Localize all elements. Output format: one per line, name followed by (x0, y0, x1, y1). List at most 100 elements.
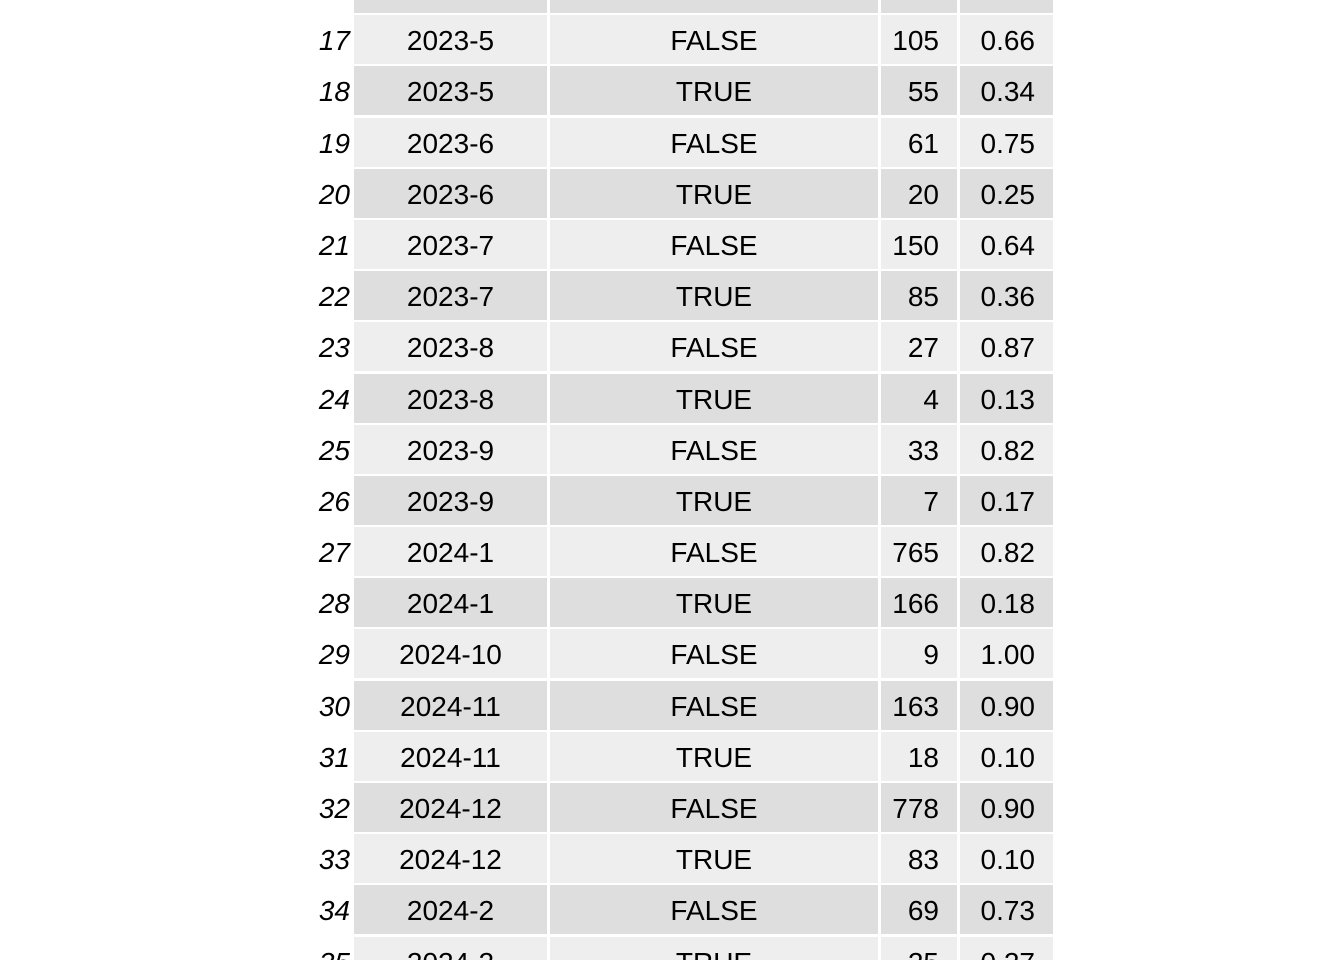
proportion-cell: 0.10 (960, 834, 1053, 884)
count-cell: 778 (881, 783, 957, 832)
flag-cell: FALSE (550, 783, 878, 832)
count-cell: 27 (881, 322, 957, 372)
period-cell: 2023-9 (354, 475, 547, 525)
row-index: 16 (300, 0, 350, 15)
period-cell: 2024-12 (354, 834, 547, 884)
row-index: 20 (318, 178, 350, 210)
proportion-cell: 0.66 (960, 15, 1053, 65)
count-cell: 69 (881, 885, 957, 935)
count-cell: 85 (881, 271, 957, 321)
flag-cell: TRUE (550, 66, 878, 116)
proportion-cell: 0.82 (960, 424, 1053, 474)
count-cell: 61 (881, 117, 957, 167)
period-cell: 2024-11 (354, 680, 547, 730)
count-cell: 150 (881, 219, 957, 269)
proportion-cell: 0.27 (960, 936, 1053, 960)
row-index: 34 (318, 895, 350, 927)
period-cell: 2023-8 (354, 322, 547, 372)
period-cell: 2024-2 (354, 936, 547, 960)
row-index: 25 (318, 434, 350, 466)
period-cell: 2023-5 (354, 66, 547, 116)
flag-cell: TRUE (550, 731, 878, 781)
flag-cell: FALSE (550, 424, 878, 474)
count-cell: 25 (881, 936, 957, 960)
row-index: 29 (318, 639, 350, 671)
period-cell: 2024-10 (354, 629, 547, 679)
flag-cell: FALSE (550, 219, 878, 269)
count-cell: 7 (881, 475, 957, 525)
proportion-cell: 0.87 (960, 322, 1053, 372)
flag-cell: TRUE (550, 936, 878, 960)
row-index: 22 (318, 281, 350, 313)
proportion-cell: 0.18 (960, 578, 1053, 628)
proportion-cell: 0.25 (960, 0, 1053, 13)
proportion-cell: 0.64 (960, 219, 1053, 269)
row-index: 32 (318, 793, 350, 824)
row-index: 19 (318, 127, 350, 159)
period-cell: 2023-4 (354, 0, 547, 13)
count-cell: 35 (881, 0, 957, 13)
period-cell: 2023-6 (354, 168, 547, 218)
proportion-cell: 0.82 (960, 527, 1053, 577)
proportion-cell: 0.25 (960, 168, 1053, 218)
count-cell: 9 (881, 629, 957, 679)
row-index: 26 (318, 485, 350, 517)
row-index: 28 (318, 588, 350, 620)
period-cell: 2024-1 (354, 527, 547, 577)
row-index: 33 (318, 844, 350, 876)
count-cell: 20 (881, 168, 957, 218)
count-cell: 33 (881, 424, 957, 474)
period-cell: 2024-12 (354, 783, 547, 832)
flag-cell: TRUE (550, 373, 878, 423)
proportion-cell: 0.73 (960, 885, 1053, 935)
proportion-cell: 0.90 (960, 680, 1053, 730)
row-index: 18 (318, 76, 350, 108)
period-cell: 2023-8 (354, 373, 547, 423)
flag-cell: TRUE (550, 168, 878, 218)
count-cell: 4 (881, 373, 957, 423)
flag-cell: FALSE (550, 15, 878, 65)
period-cell: 2023-5 (354, 15, 547, 65)
row-index: 27 (318, 537, 350, 569)
flag-cell: TRUE (550, 578, 878, 628)
count-cell: 18 (881, 731, 957, 781)
proportion-cell: 0.13 (960, 373, 1053, 423)
flag-cell: FALSE (550, 680, 878, 730)
row-index: 23 (318, 332, 350, 364)
count-cell: 765 (881, 527, 957, 577)
count-cell: 55 (881, 66, 957, 116)
proportion-cell: 0.90 (960, 783, 1053, 832)
period-cell: 2023-6 (354, 117, 547, 167)
flag-cell: FALSE (550, 885, 878, 935)
count-cell: 163 (881, 680, 957, 730)
count-cell: 166 (881, 578, 957, 628)
flag-cell: TRUE (550, 0, 878, 13)
flag-cell: TRUE (550, 271, 878, 321)
flag-cell: TRUE (550, 834, 878, 884)
row-index: 35 (300, 937, 350, 960)
proportion-cell: 0.17 (960, 475, 1053, 525)
flag-cell: FALSE (550, 322, 878, 372)
period-cell: 2023-9 (354, 424, 547, 474)
proportion-cell: 0.36 (960, 271, 1053, 321)
flag-cell: TRUE (550, 475, 878, 525)
period-cell: 2024-1 (354, 578, 547, 628)
row-index: 17 (318, 25, 350, 57)
proportion-cell: 0.34 (960, 66, 1053, 116)
count-cell: 83 (881, 834, 957, 884)
period-cell: 2023-7 (354, 219, 547, 269)
proportion-cell: 0.10 (960, 731, 1053, 781)
period-cell: 2024-11 (354, 731, 547, 781)
proportion-cell: 0.75 (960, 117, 1053, 167)
flag-cell: FALSE (550, 629, 878, 679)
row-index: 30 (318, 690, 350, 722)
flag-cell: FALSE (550, 527, 878, 577)
period-cell: 2023-7 (354, 271, 547, 321)
row-index: 21 (318, 229, 350, 261)
row-index: 31 (318, 741, 350, 773)
period-cell: 2024-2 (354, 885, 547, 935)
row-index: 24 (318, 383, 350, 415)
proportion-cell: 1.00 (960, 629, 1053, 679)
flag-cell: FALSE (550, 117, 878, 167)
count-cell: 105 (881, 15, 957, 65)
